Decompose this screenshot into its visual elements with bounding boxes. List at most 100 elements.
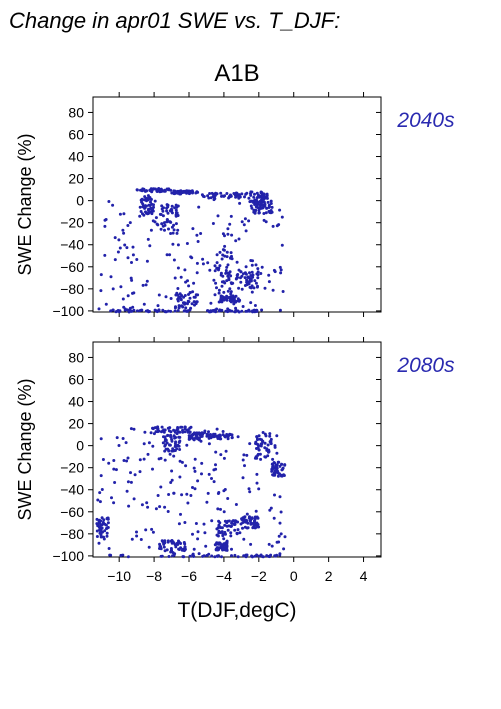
data-point (154, 430, 158, 434)
data-point (160, 539, 164, 543)
data-point (279, 268, 283, 272)
data-point (234, 503, 238, 506)
data-point (166, 188, 170, 192)
data-point (177, 440, 181, 444)
data-point (144, 528, 148, 532)
data-point (270, 205, 274, 209)
data-point (251, 200, 255, 204)
data-point (166, 426, 170, 430)
data-point (220, 194, 223, 198)
data-point (259, 553, 263, 557)
data-point (217, 268, 220, 272)
data-point (198, 433, 202, 437)
data-point (142, 213, 146, 217)
data-point (125, 246, 129, 250)
data-point (170, 478, 174, 482)
data-point (212, 198, 216, 202)
data-point (257, 202, 261, 206)
data-point (269, 437, 273, 441)
data-point (124, 441, 128, 445)
data-point (181, 305, 185, 309)
data-point (278, 495, 282, 499)
data-point (163, 505, 167, 509)
data-point (244, 192, 248, 196)
data-point (191, 532, 194, 536)
data-point (225, 545, 229, 548)
data-point (190, 256, 194, 260)
data-point (193, 469, 197, 473)
data-point (216, 526, 220, 530)
data-point (282, 547, 286, 551)
data-point (212, 480, 216, 484)
data-point (177, 305, 181, 309)
data-point (161, 441, 165, 445)
data-point (230, 554, 233, 558)
data-point (217, 523, 221, 527)
data-point (194, 191, 198, 195)
data-point (278, 464, 282, 468)
data-point (229, 193, 232, 197)
data-point (147, 197, 151, 201)
data-point (253, 519, 256, 523)
data-point (147, 209, 150, 213)
data-point (148, 244, 152, 248)
data-point (161, 214, 165, 218)
y-tick-label: −20 (60, 460, 84, 476)
data-point (188, 296, 192, 300)
data-point (281, 290, 285, 293)
data-point (226, 232, 230, 236)
data-point (166, 205, 170, 209)
data-point (255, 272, 259, 276)
data-point (187, 437, 191, 441)
data-point (272, 516, 276, 520)
data-point (179, 298, 183, 302)
data-point (95, 522, 99, 526)
data-point (179, 192, 183, 196)
data-point (95, 529, 99, 533)
data-point (269, 441, 273, 444)
data-point (157, 293, 161, 297)
data-point (210, 554, 214, 558)
data-point (278, 521, 282, 525)
data-point (192, 547, 196, 551)
data-point (230, 299, 234, 303)
data-point (167, 493, 171, 496)
data-point (173, 445, 177, 448)
data-point (173, 276, 177, 280)
data-point (176, 243, 180, 247)
data-point (228, 287, 232, 291)
data-point (180, 425, 184, 429)
data-point (242, 453, 246, 457)
data-point (241, 521, 245, 525)
data-point (191, 552, 195, 556)
y-axis-label: SWE Change (%) (15, 133, 35, 275)
data-point (152, 187, 156, 191)
data-point (250, 554, 254, 558)
data-point (268, 508, 272, 512)
y-tick-label: 0 (76, 438, 84, 454)
data-point (172, 228, 176, 232)
y-tick-label: −20 (60, 215, 84, 231)
data-point (200, 193, 204, 197)
data-point (149, 200, 152, 204)
data-point (220, 300, 224, 304)
period-label: 2080s (396, 354, 455, 377)
data-point (225, 265, 229, 269)
data-point (182, 190, 186, 194)
data-point (240, 287, 244, 291)
data-point (140, 198, 144, 201)
data-point (140, 200, 144, 204)
data-point (146, 237, 150, 241)
data-point (172, 449, 176, 453)
data-point (130, 537, 134, 541)
data-point (149, 197, 153, 201)
data-point (163, 444, 167, 448)
data-point (257, 206, 261, 210)
y-tick-label: 40 (68, 394, 84, 410)
data-point (176, 427, 180, 431)
data-point (267, 205, 271, 208)
data-point (196, 432, 200, 435)
data-point (183, 545, 187, 549)
data-point (155, 426, 159, 430)
data-point (230, 436, 234, 440)
